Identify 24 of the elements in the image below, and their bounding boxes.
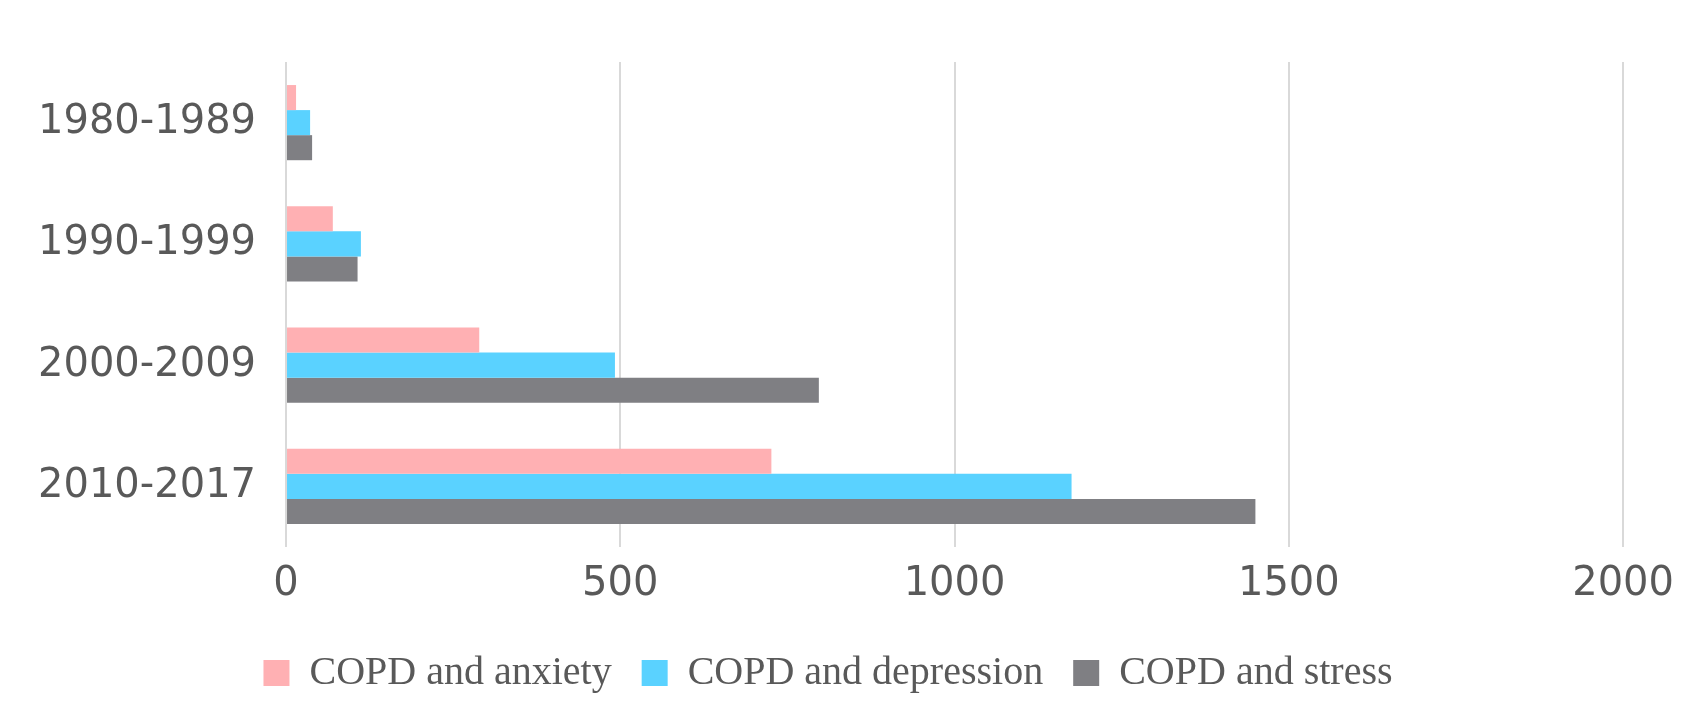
x-tick-label: 2000 xyxy=(1572,558,1674,605)
bar xyxy=(287,327,480,353)
legend-label: COPD and anxiety xyxy=(309,647,612,693)
x-tick-label: 1500 xyxy=(1237,558,1340,605)
legend-label: COPD and depression xyxy=(687,647,1044,693)
y-tick-label: 1990-1999 xyxy=(38,217,257,264)
x-tick-label: 500 xyxy=(582,558,659,605)
x-tick-label: 0 xyxy=(273,558,299,605)
y-tick-label: 1980-1989 xyxy=(38,96,257,143)
bar xyxy=(287,256,358,282)
bar xyxy=(287,206,333,232)
bar xyxy=(287,231,361,257)
bar xyxy=(287,352,615,378)
y-tick-label: 2010-2017 xyxy=(38,459,257,506)
x-tick-label: 1000 xyxy=(903,558,1006,605)
bar xyxy=(287,448,772,474)
bar xyxy=(287,473,1072,499)
legend-label: COPD and stress xyxy=(1119,647,1393,693)
bar xyxy=(287,498,1256,524)
bar xyxy=(287,135,313,161)
y-tick-label: 2000-2009 xyxy=(38,338,257,385)
bar xyxy=(287,85,297,111)
bar xyxy=(287,377,819,403)
bar xyxy=(287,110,311,136)
